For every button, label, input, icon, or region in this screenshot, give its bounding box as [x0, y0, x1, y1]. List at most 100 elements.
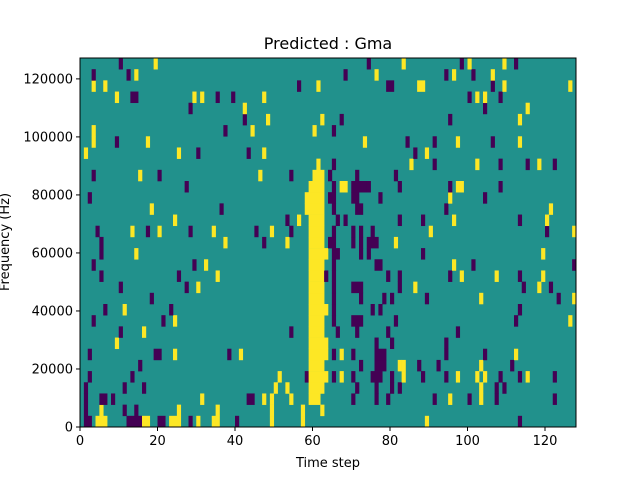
heatmap-cell-low: [498, 371, 503, 383]
heatmap-cell-low: [370, 304, 375, 316]
heatmap-cell-low: [130, 371, 135, 383]
heatmap-cell-high: [211, 415, 216, 428]
heatmap-cell-high: [262, 393, 267, 405]
heatmap-cell-high: [138, 169, 143, 182]
heatmap-cell-low: [525, 158, 530, 171]
heatmap-cell-low: [351, 236, 356, 249]
heatmap-cell-low: [494, 393, 499, 405]
heatmap-cell-low: [556, 292, 561, 305]
heatmap-cell-low: [359, 236, 364, 249]
heatmap-cell-low: [196, 147, 201, 159]
heatmap-cell-low: [149, 292, 154, 305]
heatmap-cell-low: [130, 91, 139, 104]
heatmap-cell-low: [134, 404, 139, 417]
heatmap-cell-low: [517, 270, 523, 282]
heatmap-cell-low: [390, 382, 395, 394]
heatmap-cell-high: [483, 371, 488, 383]
x-tick-label: 40: [227, 434, 244, 449]
x-tick-label: 80: [382, 434, 399, 449]
y-axis: 0 20000 40000 60000 80000 100000 120000: [23, 72, 80, 436]
heatmap-cell-low: [83, 404, 89, 417]
heatmap-cell-low: [471, 259, 476, 271]
heatmap-cell-high: [494, 270, 499, 282]
heatmap-cell-high: [308, 382, 325, 394]
heatmap-cell-low: [502, 382, 507, 394]
heatmap-cell-high: [545, 214, 550, 227]
heatmap-cell-high: [103, 80, 108, 92]
heatmap-cell-high: [459, 270, 464, 282]
heatmap-cell-low: [444, 371, 449, 383]
heatmap-cell-low: [331, 203, 337, 215]
heatmap-cell-high: [269, 225, 275, 238]
heatmap-cell-low: [351, 281, 364, 294]
y-axis-label: Frequency (Hz): [0, 193, 13, 291]
heatmap-cell-low: [413, 147, 418, 159]
heatmap-cell-low: [87, 348, 92, 361]
heatmap-cell-high: [467, 58, 472, 70]
heatmap-cell-low: [370, 371, 383, 383]
heatmap-cell-low: [355, 382, 360, 394]
heatmap-cell-low: [366, 236, 379, 249]
heatmap-cell-low: [114, 136, 120, 148]
heatmap-cell-low: [483, 192, 488, 204]
heatmap-cell-high: [157, 225, 162, 238]
heatmap-cell-high: [537, 158, 542, 171]
heatmap-cell-low: [91, 69, 96, 81]
heatmap-cell-low: [386, 80, 395, 92]
heatmap-cell-low: [254, 225, 259, 238]
heatmap-cell-low: [126, 415, 143, 428]
heatmap-cell-high: [308, 181, 325, 193]
y-tick-label: 100000: [23, 130, 73, 145]
heatmap-cell-high: [572, 292, 577, 305]
heatmap-cell-low: [91, 259, 96, 271]
heatmap-cell-high: [475, 158, 480, 171]
heatmap-cell-low: [331, 225, 337, 238]
heatmap-cell-high: [316, 80, 321, 92]
heatmap-cell-high: [200, 91, 205, 104]
x-axis-label: Time step: [295, 456, 360, 471]
heatmap-cell-low: [289, 169, 294, 182]
heatmap-cell-low: [355, 326, 360, 338]
heatmap-cell-high: [196, 415, 201, 428]
heatmap-cell-low: [517, 214, 523, 227]
heatmap-cell-low: [421, 214, 426, 227]
heatmap-cell-low: [331, 158, 337, 171]
heatmap-cell-low: [370, 225, 375, 238]
heatmap-cell-high: [114, 91, 120, 104]
heatmap-cell-low: [517, 304, 523, 316]
heatmap-cell-high: [455, 181, 464, 193]
heatmap-cell-low: [471, 69, 476, 81]
heatmap-cell-low: [351, 192, 360, 204]
heatmap-cell-high: [83, 147, 89, 159]
heatmap-cell-low: [331, 304, 337, 316]
heatmap-cell-high: [312, 169, 325, 182]
heatmap-cell-low: [157, 415, 166, 428]
heatmap-cell-high: [215, 415, 220, 428]
heatmap-cell-low: [142, 382, 147, 394]
heatmap-cell-low: [483, 102, 488, 115]
heatmap-cell-high: [517, 113, 523, 126]
heatmap-cell-low: [87, 371, 92, 383]
heatmap-cell-low: [432, 158, 437, 171]
heatmap-cell-low: [331, 292, 337, 305]
heatmap-cell-high: [308, 304, 329, 316]
heatmap-cell-high: [211, 225, 216, 238]
heatmap-cell-high: [142, 326, 147, 338]
heatmap-cell-high: [413, 281, 418, 294]
heatmap-cell-low: [467, 91, 472, 104]
heatmap-cell-low: [83, 382, 89, 394]
heatmap-cell-high: [99, 404, 104, 417]
heatmap-cell-high: [428, 225, 433, 238]
heatmap-cell-high: [176, 147, 182, 159]
heatmap-cell-low: [351, 371, 356, 383]
chart-title: Predicted : Gma: [264, 34, 392, 53]
heatmap-cell-high: [475, 91, 480, 104]
y-tick-label: 80000: [32, 188, 73, 203]
heatmap-cell-high: [258, 169, 263, 182]
heatmap-cell-high: [173, 214, 178, 227]
heatmap-cell-high: [273, 382, 278, 394]
heatmap-cell-low: [192, 259, 197, 271]
heatmap-cell-high: [297, 214, 302, 227]
heatmap-cell-low: [118, 326, 123, 338]
